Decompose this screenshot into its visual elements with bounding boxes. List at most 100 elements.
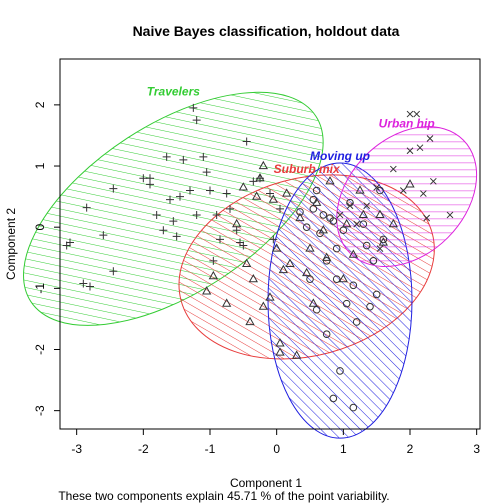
y-tick-label: 0 xyxy=(33,224,47,231)
x-tick-label: -1 xyxy=(205,442,216,456)
point-suburb-mix xyxy=(258,301,268,310)
point-urban-hip xyxy=(353,220,361,228)
point-moving-up xyxy=(336,367,344,375)
point-suburb-mix xyxy=(292,350,302,359)
point-travelers xyxy=(186,186,194,195)
point-suburb-mix xyxy=(265,292,275,301)
x-tick-label: 2 xyxy=(407,442,414,456)
point-travelers xyxy=(159,226,168,235)
point-suburb-mix xyxy=(275,347,285,356)
point-moving-up xyxy=(369,257,378,265)
point-suburb-mix xyxy=(208,270,218,280)
point-travelers xyxy=(139,174,148,183)
point-urban-hip xyxy=(389,165,397,173)
x-axis-label: Component 1 xyxy=(230,476,302,490)
point-travelers xyxy=(79,279,88,288)
x-tick-label: 3 xyxy=(473,442,480,456)
y-tick-label: 1 xyxy=(33,162,47,169)
point-travelers xyxy=(209,256,218,265)
point-travelers xyxy=(109,184,118,193)
point-moving-up xyxy=(332,275,341,283)
point-moving-up xyxy=(379,235,388,244)
point-moving-up xyxy=(322,257,331,265)
point-suburb-mix xyxy=(242,258,252,267)
point-suburb-mix xyxy=(282,188,292,197)
point-moving-up xyxy=(362,241,371,250)
point-urban-hip xyxy=(419,190,427,197)
point-travelers xyxy=(226,204,234,213)
x-tick-label: 1 xyxy=(340,442,347,456)
point-moving-up xyxy=(366,302,374,311)
point-moving-up xyxy=(329,217,338,225)
point-urban-hip xyxy=(426,135,434,142)
point-travelers xyxy=(216,235,224,244)
point-suburb-mix xyxy=(405,179,415,188)
point-suburb-mix xyxy=(375,209,385,219)
cluster-label-urban-hip: Urban hip xyxy=(379,116,435,130)
point-urban-hip xyxy=(399,187,407,194)
point-suburb-mix xyxy=(255,173,265,182)
y-axis-label: Component 2 xyxy=(4,208,18,280)
point-suburb-mix xyxy=(232,218,242,228)
point-suburb-mix xyxy=(285,258,295,267)
point-urban-hip xyxy=(336,211,344,219)
point-urban-hip xyxy=(373,184,381,191)
x-tick-label: -3 xyxy=(71,442,82,456)
point-urban-hip xyxy=(429,177,437,185)
point-suburb-mix xyxy=(245,316,255,326)
point-moving-up xyxy=(316,229,324,238)
y-tick-label: 2 xyxy=(33,101,47,108)
x-tick-label: 0 xyxy=(273,442,280,456)
point-moving-up xyxy=(342,299,351,308)
point-travelers xyxy=(86,282,94,291)
point-moving-up xyxy=(372,290,381,299)
y-tick-label: -3 xyxy=(33,405,47,416)
x-axis: -3 -2 -1 0 1 2 3 xyxy=(71,428,480,456)
y-tick-label: -1 xyxy=(33,283,47,294)
point-travelers xyxy=(172,232,181,241)
point-suburb-mix xyxy=(355,185,365,194)
point-suburb-mix xyxy=(275,338,285,347)
point-moving-up xyxy=(319,211,328,219)
point-moving-up xyxy=(329,394,338,403)
cluster-label-travelers: Travelers xyxy=(147,84,200,98)
point-suburb-mix xyxy=(268,194,278,203)
point-moving-up xyxy=(376,186,384,195)
point-moving-up xyxy=(312,186,321,195)
point-travelers xyxy=(222,189,231,198)
point-travelers xyxy=(212,210,221,219)
point-suburb-mix xyxy=(325,176,335,185)
point-moving-up xyxy=(359,220,368,228)
point-urban-hip xyxy=(346,202,354,210)
point-travelers xyxy=(239,241,248,250)
point-suburb-mix xyxy=(322,252,332,261)
point-suburb-mix xyxy=(342,218,352,228)
point-suburb-mix xyxy=(338,273,348,283)
point-travelers xyxy=(202,168,211,177)
point-suburb-mix xyxy=(202,286,212,295)
point-moving-up xyxy=(352,318,361,326)
point-suburb-mix xyxy=(358,209,368,219)
point-urban-hip xyxy=(406,110,414,118)
point-travelers xyxy=(199,152,208,161)
point-travelers xyxy=(166,195,174,204)
point-travelers xyxy=(162,152,171,161)
point-urban-hip xyxy=(446,211,454,219)
point-moving-up xyxy=(322,330,331,339)
point-travelers xyxy=(276,204,284,213)
point-moving-up xyxy=(309,195,318,204)
point-urban-hip xyxy=(376,245,384,252)
point-urban-hip xyxy=(413,110,421,118)
cluster-label-suburb-mix: Suburb mix xyxy=(274,162,341,176)
point-travelers xyxy=(192,210,201,219)
point-moving-up xyxy=(306,275,314,283)
point-suburb-mix xyxy=(312,197,322,206)
point-suburb-mix xyxy=(388,218,398,228)
point-urban-hip xyxy=(416,144,424,152)
ellipse-layer xyxy=(23,91,478,439)
point-travelers xyxy=(169,217,178,226)
points-layer xyxy=(62,103,454,412)
point-travelers xyxy=(269,235,278,244)
chart-title: Naive Bayes classification, holdout data xyxy=(133,23,400,39)
